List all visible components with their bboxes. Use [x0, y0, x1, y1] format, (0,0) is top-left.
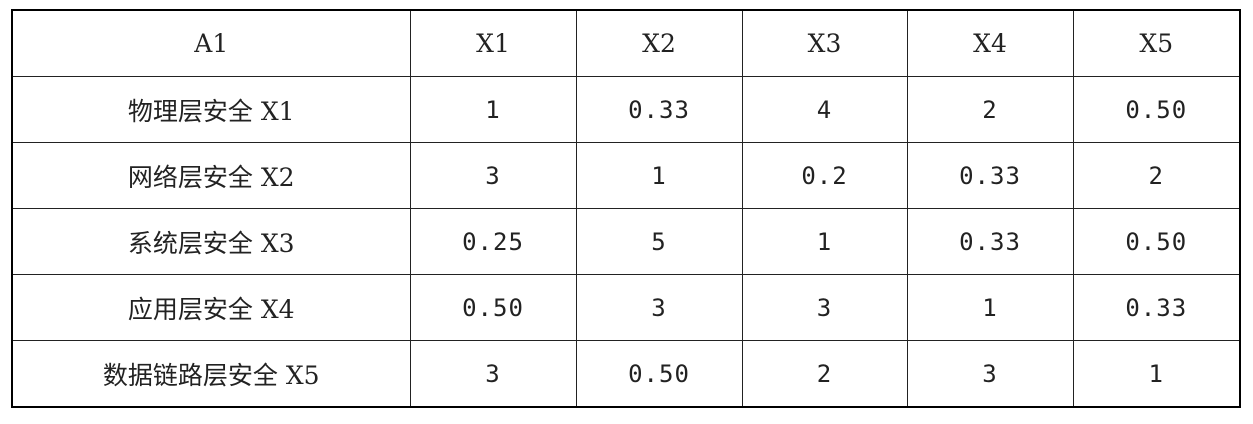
- cell: X5: [1072, 9, 1241, 77]
- cell: 3: [575, 274, 743, 341]
- cell: 0.33: [575, 76, 743, 143]
- cell: 0.50: [1072, 76, 1241, 143]
- row-label: 物理层安全 X1: [11, 76, 411, 143]
- row-label: A1: [11, 9, 411, 77]
- cell: X1: [409, 9, 577, 77]
- data-row: 网络层安全 X2 3 1 0.2 0.33 2: [11, 142, 1241, 209]
- row-label: 数据链路层安全 X5: [11, 340, 411, 408]
- cell: 1: [1072, 340, 1241, 408]
- cell: 0.25: [409, 208, 577, 275]
- cell: 0.33: [906, 208, 1074, 275]
- cell: 0.2: [741, 142, 908, 209]
- cell: 2: [1072, 142, 1241, 209]
- cell: 0.50: [1072, 208, 1241, 275]
- data-row: 应用层安全 X4 0.50 3 3 1 0.33: [11, 274, 1241, 341]
- cell: 3: [409, 142, 577, 209]
- cell: 3: [906, 340, 1074, 408]
- cell: 3: [409, 340, 577, 408]
- cell: X4: [906, 9, 1074, 77]
- cell: X2: [575, 9, 743, 77]
- cell: 1: [409, 76, 577, 143]
- cell: 4: [741, 76, 908, 143]
- table-body: A1 X1 X2 X3 X4 X5 物理层安全 X1 1 0.33 4 2 0.50 网络层安全 X2 3…: [11, 9, 1241, 408]
- data-row: 数据链路层安全 X5 3 0.50 2 3 1: [11, 340, 1241, 408]
- cell: 1: [575, 142, 743, 209]
- cell: 0.33: [906, 142, 1074, 209]
- cell: 2: [906, 76, 1074, 143]
- data-row: 物理层安全 X1 1 0.33 4 2 0.50: [11, 76, 1241, 143]
- data-row: 系统层安全 X3 0.25 5 1 0.33 0.50: [11, 208, 1241, 275]
- cell: 1: [906, 274, 1074, 341]
- row-label: 系统层安全 X3: [11, 208, 411, 275]
- cell: 1: [741, 208, 908, 275]
- cell: 2: [741, 340, 908, 408]
- cell: 3: [741, 274, 908, 341]
- cell: X3: [741, 9, 908, 77]
- cell: 0.50: [409, 274, 577, 341]
- header-row: A1 X1 X2 X3 X4 X5: [11, 9, 1241, 77]
- cell: 0.33: [1072, 274, 1241, 341]
- row-label: 网络层安全 X2: [11, 142, 411, 209]
- matrix-table: A1 X1 X2 X3 X4 X5 物理层安全 X1 1 0.33 4 2 0.50 网络层安全 X2 3…: [11, 9, 1241, 408]
- cell: 5: [575, 208, 743, 275]
- row-label: 应用层安全 X4: [11, 274, 411, 341]
- cell: 0.50: [575, 340, 743, 408]
